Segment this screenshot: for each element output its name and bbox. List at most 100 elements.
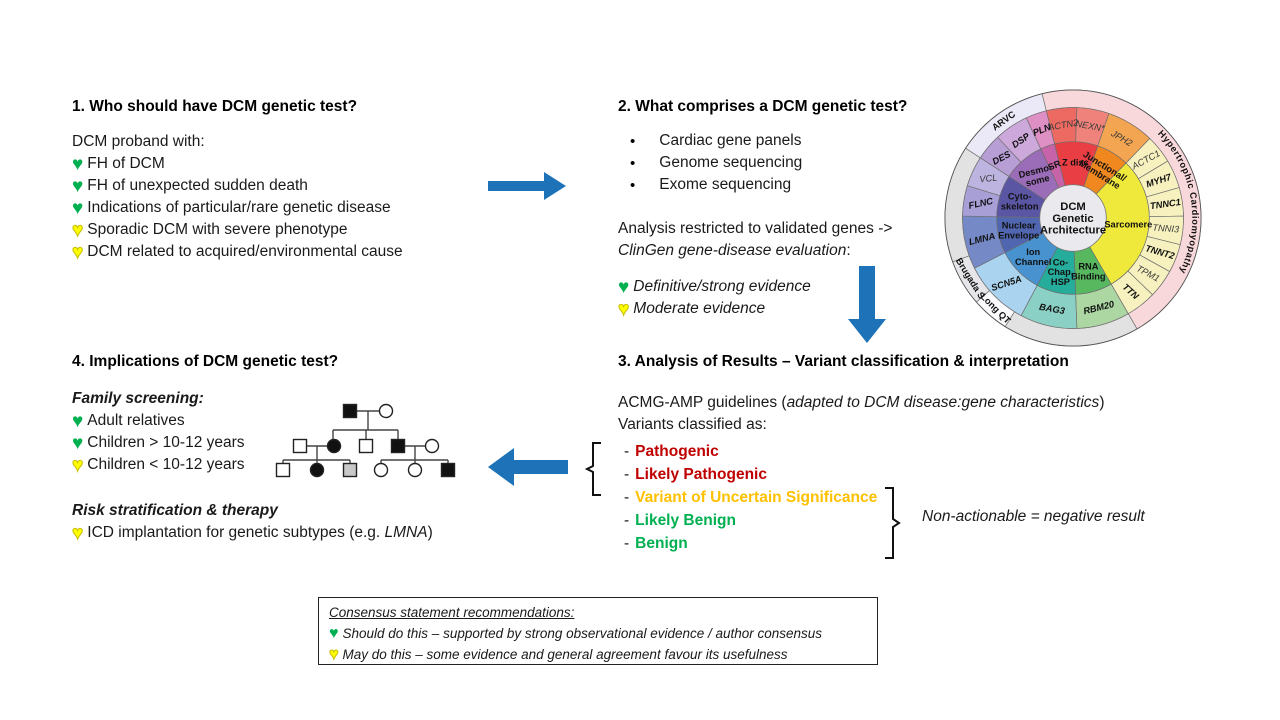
legend-box: Consensus statement recommendations: ♥ Sh…: [318, 597, 878, 665]
yellow-heart-icon: ♥: [71, 522, 84, 544]
yellow-heart-icon: ♥: [71, 219, 84, 241]
list-item: ♥ FH of DCM: [72, 153, 522, 175]
category-label: Z disc: [1062, 157, 1089, 167]
pedigree-white-square: [292, 438, 308, 454]
section-who-should-have-test: 1. Who should have DCM genetic test? DCM…: [71, 97, 522, 263]
green-heart-icon: ♥: [72, 410, 84, 432]
bullet-icon: •: [630, 176, 636, 194]
bullet-icon: •: [630, 132, 636, 150]
list-item-label: May do this – some evidence and general …: [342, 647, 788, 662]
green-heart-icon: ♥: [618, 276, 630, 298]
list-item-label: Exome sequencing: [659, 176, 792, 193]
pedigree-gray-square: [342, 462, 358, 478]
list-item: ♥ May do this – some evidence and general…: [329, 644, 867, 665]
wheel-center: [1039, 184, 1107, 252]
list-item-label: Cardiac gene panels: [659, 132, 802, 149]
list-item-label: Sporadic DCM with severe phenotype: [87, 221, 348, 238]
list-item: - Pathogenic: [618, 440, 1188, 463]
green-heart-icon: ♥: [72, 197, 84, 219]
list-item: ♥ Definitive/strong evidence: [618, 276, 958, 298]
pedigree-black-square: [440, 462, 456, 478]
acmg-italic: adapted to DCM disease:gene characterist…: [786, 394, 1100, 411]
list-item: ♥ Should do this – supported by strong ob…: [329, 623, 867, 644]
section-3-heading: 3. Analysis of Results – Variant classif…: [618, 353, 1069, 370]
variants-label: Variants classified as:: [618, 416, 767, 433]
dash: -: [624, 465, 630, 483]
category-label: RNA Binding: [1071, 262, 1106, 282]
section-1-intro: DCM proband with:: [72, 133, 205, 150]
list-item: • Cardiac gene panels: [618, 130, 958, 152]
list-item-label: Likely Pathogenic: [635, 465, 767, 483]
list-item: ♥ Children < 10-12 years: [71, 454, 512, 476]
pedigree-white-circle: [373, 462, 389, 478]
list-item: ♥ Children > 10-12 years: [72, 432, 512, 454]
non-actionable-note: Non-actionable = negative result: [922, 508, 1145, 525]
yellow-heart-icon: ♥: [329, 645, 339, 663]
risk-gene-italic: LMNA: [384, 524, 428, 541]
arrow-left-icon: [488, 448, 568, 486]
wheel-center-title: DCM Genetic Architecture: [1040, 201, 1106, 236]
risk-stratification-heading: Risk stratification & therapy: [72, 502, 278, 519]
list-item-label: Moderate evidence: [633, 300, 766, 317]
list-item: ♥ Adult relatives: [72, 410, 512, 432]
section-analysis-of-results: 3. Analysis of Results – Variant classif…: [618, 352, 1188, 555]
list-item: • Exome sequencing: [618, 174, 958, 196]
green-heart-icon: ♥: [72, 175, 84, 197]
category-label: Cyto-skeleton: [1001, 192, 1039, 212]
family-screening-list: ♥ Adult relatives ♥ Children > 10-12 years ♥…: [71, 410, 512, 476]
list-item: ♥ Moderate evidence: [617, 298, 958, 320]
dash: -: [624, 511, 630, 529]
section-2-bullet-list: • Cardiac gene panels • Genome sequencing • E…: [618, 130, 958, 196]
bracket-right: [885, 487, 901, 559]
risk-item: ♥ ICD implantation for genetic subtypes …: [71, 522, 433, 544]
list-item: - Likely Pathogenic: [618, 463, 1188, 486]
pedigree-white-square: [358, 438, 374, 454]
section-what-comprises-test: 2. What comprises a DCM genetic test? • C…: [617, 97, 958, 320]
clingen-italic: ClinGen gene-disease evaluation: [618, 242, 847, 259]
variant-list: - Pathogenic - Likely Pathogenic - Variant of…: [618, 440, 1188, 555]
list-item-label: FH of unexpected sudden death: [87, 177, 308, 194]
acmg-line: ACMG-AMP guidelines (adapted to DCM dise…: [618, 394, 1105, 411]
yellow-heart-icon: ♥: [71, 454, 84, 476]
pedigree-diagram: [275, 403, 456, 478]
pedigree-white-square: [275, 462, 291, 478]
dash: -: [624, 442, 630, 460]
arrow-right-icon: [488, 172, 566, 200]
category-label: SR: [1047, 158, 1063, 172]
list-item-label: Variant of Uncertain Significance: [635, 488, 878, 506]
green-heart-icon: ♥: [72, 153, 84, 175]
pedigree-black-circle: [309, 462, 325, 478]
pedigree-white-circle: [424, 438, 440, 454]
list-item: - Variant of Uncertain Significance: [618, 486, 1188, 509]
list-item: - Benign: [618, 532, 1188, 555]
yellow-heart-icon: ♥: [617, 298, 630, 320]
list-item: - Likely Benign: [618, 509, 1188, 532]
gene-label: TNNC1: [1149, 197, 1181, 211]
section-4-heading: 4. Implications of DCM genetic test?: [72, 353, 339, 370]
arrow-down-icon: [848, 266, 886, 343]
list-item-label: Benign: [635, 534, 688, 552]
family-screening-heading: Family screening:: [72, 390, 204, 407]
list-item: • Genome sequencing: [618, 152, 958, 174]
category-label: Nuclear Envelope: [998, 221, 1039, 241]
list-item-label: Adult relatives: [87, 412, 185, 429]
green-heart-icon: ♥: [72, 432, 84, 454]
dash: -: [624, 488, 630, 506]
list-item-label: Indications of particular/rare genetic d…: [87, 199, 391, 216]
pedigree-black-square: [342, 403, 358, 419]
list-item-label: Genome sequencing: [659, 154, 803, 171]
section-1-list: ♥ FH of DCM ♥ FH of unexpected sudden death…: [71, 153, 522, 263]
list-item-label: Pathogenic: [635, 442, 719, 460]
dash: -: [624, 534, 630, 552]
pedigree-white-circle: [407, 462, 423, 478]
list-item-label: Children > 10-12 years: [87, 434, 245, 451]
bullet-icon: •: [630, 154, 636, 172]
pedigree-black-circle: [326, 438, 342, 454]
gene-label: TNNI3: [1152, 223, 1180, 235]
section-2-heading: 2. What comprises a DCM genetic test?: [618, 98, 908, 115]
section-implications: 4. Implications of DCM genetic test? Fam…: [71, 352, 512, 544]
list-item-label: Definitive/strong evidence: [633, 278, 811, 295]
gene-label: VCL: [979, 173, 998, 185]
